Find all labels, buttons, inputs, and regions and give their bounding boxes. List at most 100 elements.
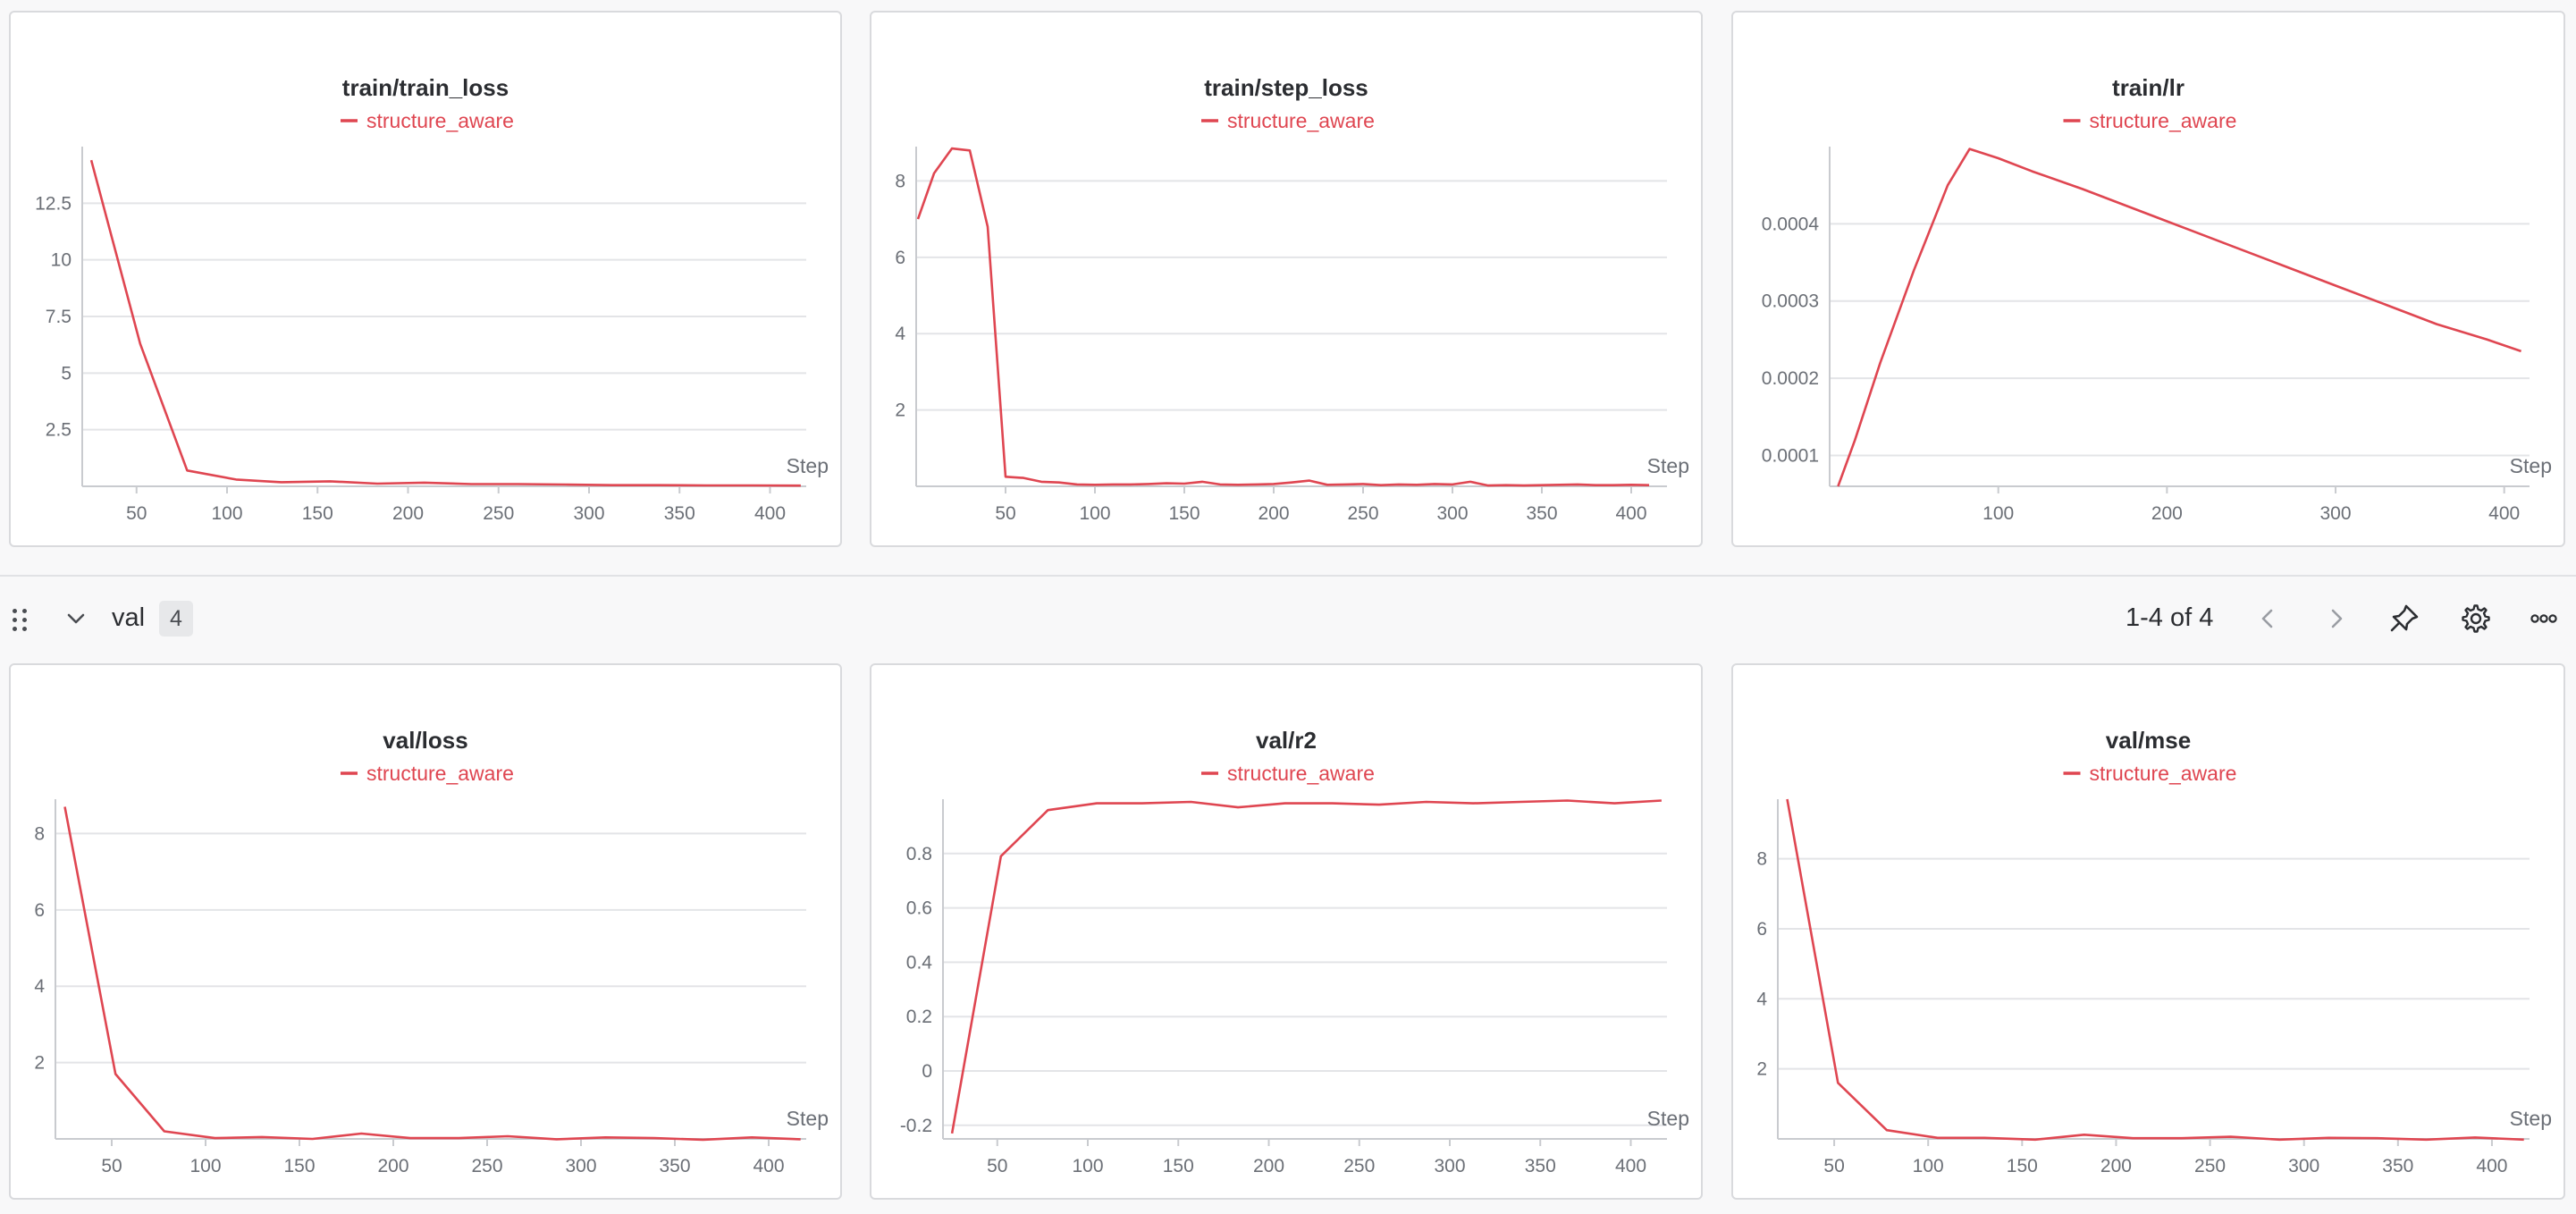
x-axis-label: Step (787, 454, 829, 477)
chart-svg[interactable]: train/step_loss structure_aware 2 4 6 8 50 100 1… (871, 13, 1701, 545)
chart-svg[interactable]: val/r2 structure_aware -0.2 0 0.2 0.4 0.6 0.8 50… (871, 665, 1701, 1198)
x-tick-label: 50 (987, 1156, 1007, 1176)
y-tick-label: 8 (1756, 849, 1767, 870)
y-tick-label: 10 (51, 250, 72, 271)
series-line-structure-aware[interactable] (63, 806, 801, 1142)
x-tick-label: 350 (664, 503, 695, 524)
chart-title: train/train_loss (342, 74, 509, 101)
legend[interactable]: structure_aware (1201, 109, 1375, 132)
y-tick-label: 0.4 (906, 952, 933, 973)
y-tick-label: 0.6 (906, 898, 932, 919)
section-count-badge: 4 (159, 601, 193, 637)
section-title[interactable]: val (112, 603, 146, 632)
y-tick-label: 4 (1756, 989, 1767, 1009)
x-tick-label: 400 (2488, 503, 2520, 524)
x-tick-label: 200 (377, 1156, 408, 1176)
series-line-structure-aware[interactable] (1786, 798, 2524, 1142)
y-tick-label: 6 (895, 248, 905, 268)
legend[interactable]: structure_aware (341, 109, 514, 132)
legend[interactable]: structure_aware (341, 762, 514, 785)
x-tick-label: 150 (1163, 1156, 1194, 1176)
x-tick-label: 250 (1347, 503, 1378, 524)
y-tick-label: 6 (1756, 919, 1767, 940)
chart-title: val/r2 (1256, 727, 1317, 754)
drag-handle-icon[interactable] (13, 609, 32, 632)
chart-panel-train-loss[interactable]: train/train_loss structure_aware 2.5 5 7.5 10… (9, 11, 842, 547)
chart-svg[interactable]: val/loss structure_aware 2 4 6 8 50 100 150 200 25… (11, 665, 840, 1198)
series-line-structure-aware[interactable] (1837, 148, 2522, 487)
legend[interactable]: structure_aware (2063, 109, 2237, 132)
x-tick-label: 250 (1343, 1156, 1375, 1176)
x-tick-label: 300 (1436, 503, 1468, 524)
x-tick-label: 300 (573, 503, 604, 524)
x-tick-label: 50 (101, 1156, 122, 1176)
chart-svg[interactable]: val/mse structure_aware 2 4 6 8 50 100 150 200 250… (1733, 665, 2563, 1198)
y-tick-label: 2 (34, 1053, 45, 1074)
x-tick-label: 50 (126, 503, 147, 524)
x-tick-label: 100 (189, 1156, 221, 1176)
x-tick-label: 400 (1615, 503, 1646, 524)
legend-label: structure_aware (366, 109, 514, 132)
x-tick-label: 50 (1823, 1156, 1844, 1176)
x-tick-label: 200 (2151, 503, 2183, 524)
chart-panel-val-r2[interactable]: val/r2 structure_aware -0.2 0 0.2 0.4 0.6 0.8 50… (870, 663, 1703, 1200)
x-tick-label: 100 (1913, 1156, 1944, 1176)
x-tick-label: 200 (1253, 1156, 1284, 1176)
series-line-structure-aware[interactable] (916, 147, 1650, 487)
legend-label: structure_aware (366, 762, 514, 785)
x-tick-label: 300 (2320, 503, 2352, 524)
x-tick-label: 350 (659, 1156, 690, 1176)
chevron-right-icon[interactable] (2317, 599, 2356, 638)
x-tick-label: 250 (471, 1156, 502, 1176)
legend-label: structure_aware (2090, 109, 2237, 132)
x-tick-label: 200 (392, 503, 424, 524)
x-tick-label: 400 (753, 1156, 784, 1176)
chart-title: train/lr (2112, 74, 2185, 101)
x-axis-label: Step (1647, 454, 1689, 477)
x-tick-label: 200 (2100, 1156, 2132, 1176)
y-tick-label: 4 (895, 324, 905, 344)
chevron-left-icon[interactable] (2248, 599, 2287, 638)
legend-label: structure_aware (1227, 109, 1375, 132)
chart-svg[interactable]: train/lr structure_aware 0.0001 0.0002 0.000… (1733, 13, 2563, 545)
y-tick-label: 12.5 (35, 193, 72, 214)
x-tick-label: 400 (754, 503, 786, 524)
x-tick-label: 400 (1615, 1156, 1646, 1176)
y-tick-label: 4 (34, 976, 45, 997)
y-tick-label: 0.2 (906, 1007, 932, 1027)
x-tick-label: 50 (995, 503, 1015, 524)
x-axis-label: Step (1647, 1107, 1689, 1130)
y-tick-label: 2 (895, 400, 905, 421)
pin-icon[interactable] (2385, 599, 2424, 638)
chart-panel-train-step-loss[interactable]: train/step_loss structure_aware 2 4 6 8 50 100 1… (870, 11, 1703, 547)
x-tick-label: 300 (2288, 1156, 2319, 1176)
y-tick-label: 0.8 (906, 844, 932, 864)
y-tick-label: 0.0004 (1762, 214, 1820, 234)
legend[interactable]: structure_aware (1201, 762, 1375, 785)
chart-panel-val-mse[interactable]: val/mse structure_aware 2 4 6 8 50 100 150 200 250… (1731, 663, 2565, 1200)
y-tick-label: 5 (61, 363, 72, 384)
x-axis-label: Step (787, 1107, 829, 1130)
y-tick-label: -0.2 (900, 1116, 932, 1136)
chart-title: val/mse (2106, 727, 2191, 754)
chart-panel-train-lr[interactable]: train/lr structure_aware 0.0001 0.0002 0.000… (1731, 11, 2565, 547)
y-tick-label: 0.0002 (1762, 368, 1819, 389)
x-tick-label: 100 (1983, 503, 2014, 524)
x-axis-label: Step (2510, 454, 2552, 477)
chevron-down-icon[interactable] (64, 607, 88, 630)
y-tick-label: 0.0001 (1762, 445, 1819, 466)
pagination-label: 1-4 of 4 (2126, 603, 2214, 632)
chart-panel-val-loss[interactable]: val/loss structure_aware 2 4 6 8 50 100 150 200 25… (9, 663, 842, 1200)
series-line-structure-aware[interactable] (950, 799, 1662, 1134)
more-horizontal-icon[interactable] (2524, 599, 2563, 638)
gear-icon[interactable] (2456, 599, 2496, 638)
series-line-structure-aware[interactable] (89, 159, 801, 487)
x-tick-label: 100 (1079, 503, 1110, 524)
legend-label: structure_aware (2090, 762, 2237, 785)
x-axis-label: Step (2510, 1107, 2552, 1130)
chart-svg[interactable]: train/train_loss structure_aware 2.5 5 7.5 10… (11, 13, 840, 545)
x-tick-label: 100 (1072, 1156, 1103, 1176)
x-tick-label: 200 (1258, 503, 1289, 524)
legend[interactable]: structure_aware (2063, 762, 2237, 785)
x-tick-label: 250 (2194, 1156, 2226, 1176)
